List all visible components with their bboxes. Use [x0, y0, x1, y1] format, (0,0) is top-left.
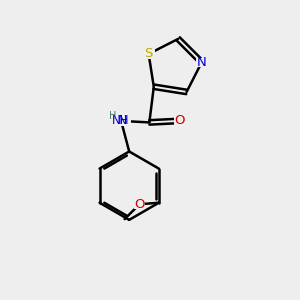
- Text: NH: NH: [112, 114, 130, 128]
- Text: N: N: [118, 114, 127, 128]
- Text: H: H: [109, 111, 116, 121]
- Bar: [196, 58, 207, 67]
- Bar: [134, 200, 145, 209]
- Bar: [112, 116, 130, 126]
- Bar: [112, 116, 131, 126]
- Text: S: S: [144, 47, 153, 61]
- Bar: [174, 116, 184, 125]
- Text: N: N: [197, 56, 206, 69]
- Text: O: O: [134, 198, 145, 211]
- Bar: [142, 49, 155, 59]
- Text: O: O: [174, 114, 184, 128]
